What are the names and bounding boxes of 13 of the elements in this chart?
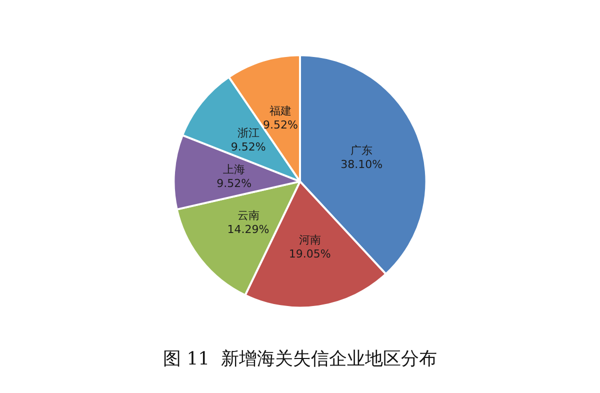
data-label: 9.52%	[230, 140, 266, 154]
data-label: 19.05%	[288, 247, 331, 260]
slice-label: 福建	[270, 104, 292, 118]
text: 图 11 新增海关失信企业地区分布	[162, 348, 438, 370]
slice-label: 浙江	[237, 126, 260, 140]
data-label: 9.52%	[216, 176, 252, 190]
data-label: 14.29%	[227, 223, 270, 236]
slice-label: 上海	[223, 162, 246, 176]
slice-label: 云南	[237, 209, 260, 222]
slice-label: 河南	[298, 233, 321, 246]
data-label: 38.10%	[340, 158, 383, 171]
data-label: 9.52%	[263, 118, 298, 132]
slice-label: 广东	[350, 144, 373, 157]
